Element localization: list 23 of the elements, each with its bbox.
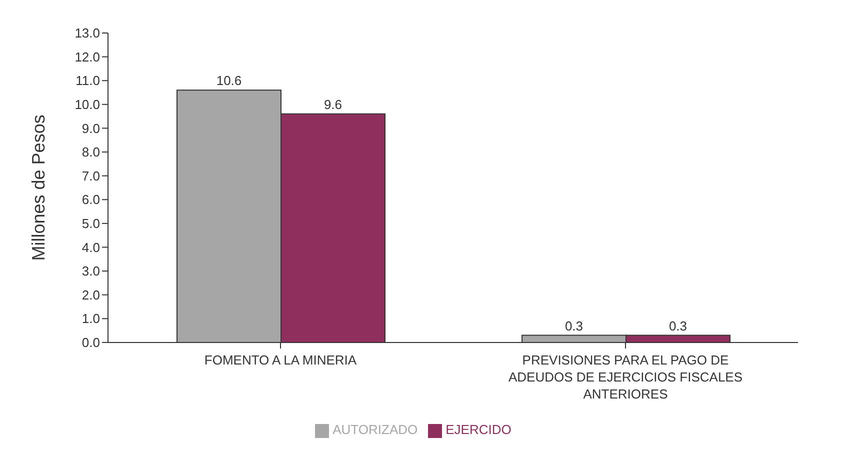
y-tick-label: 13.0 [74,26,100,41]
y-tick-label: 7.0 [82,168,100,184]
y-axis-title: Millones de Pesos [28,114,48,261]
y-tick-label: 10.0 [74,97,100,112]
y-tick-label: 3.0 [82,264,100,279]
legend-label: EJERCIDO [446,422,512,438]
data-label: 9.6 [324,96,342,112]
x-tick-label: FOMENTO A LA MINERIA [204,352,357,368]
data-label: 0.3 [564,318,584,334]
y-tick-label: 1.0 [82,311,100,326]
y-tick-label: 2.0 [82,287,100,302]
y-tick-label: 12.0 [74,49,100,64]
data-label: 10.6 [216,73,242,88]
x-tick-label: PREVISIONES PARA EL PAGO DE ADEUDOS DE EJERCICIOS FISCALES ANTERIORES [508,352,743,402]
data-label: 0.3 [668,318,688,334]
y-tick-label: 11.0 [76,73,100,88]
legend-label: AUTORIZADO [332,422,418,438]
y-tick-label: 5.0 [82,216,100,232]
y-tick-label: 4.0 [82,240,100,255]
y-tick-label: 8.0 [82,144,100,160]
y-tick-label: 9.0 [82,120,100,136]
y-tick-label: 0.0 [82,335,100,350]
y-tick-label: 6.0 [82,192,100,208]
